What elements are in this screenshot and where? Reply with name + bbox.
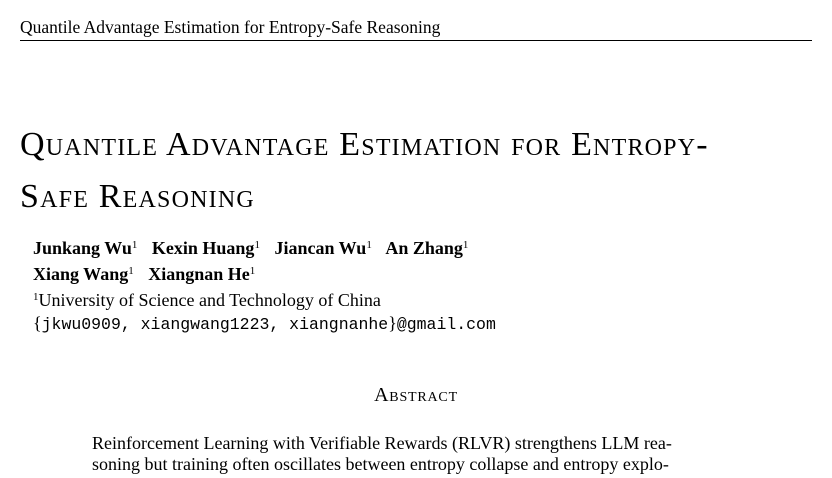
abstract-heading: Abstract xyxy=(374,384,458,406)
author-row-1: Junkang Wu1 Kexin Huang1 Jiancan Wu1 An … xyxy=(33,234,793,260)
author-row-2: Xiang Wang1 Xiangnan He1 xyxy=(33,260,793,286)
paper-title: Quantile Advantage Estimation for Entrop… xyxy=(20,119,820,223)
paper-title-line-1: Quantile Advantage Estimation for Entrop… xyxy=(20,126,709,163)
abstract-body: Reinforcement Learning with Verifiable R… xyxy=(92,433,744,475)
paper-title-line-2: Safe Reasoning xyxy=(20,178,255,215)
author: Jiancan Wu1 xyxy=(274,238,372,258)
author: Junkang Wu1 xyxy=(33,238,138,258)
running-header: Quantile Advantage Estimation for Entrop… xyxy=(20,16,812,41)
abstract-line: soning but training often oscillates bet… xyxy=(92,454,669,474)
author-emails: {jkwu0909, xiangwang1223, xiangnanhe}@gm… xyxy=(33,313,496,334)
author: Kexin Huang1 xyxy=(151,238,260,258)
author-block: Junkang Wu1 Kexin Huang1 Jiancan Wu1 An … xyxy=(33,234,793,337)
author: Xiangnan He1 xyxy=(148,264,256,284)
author: Xiang Wang1 xyxy=(33,264,134,284)
affiliation: 1University of Science and Technology of… xyxy=(33,290,381,310)
author: An Zhang1 xyxy=(385,238,469,258)
abstract-line: Reinforcement Learning with Verifiable R… xyxy=(92,433,672,453)
